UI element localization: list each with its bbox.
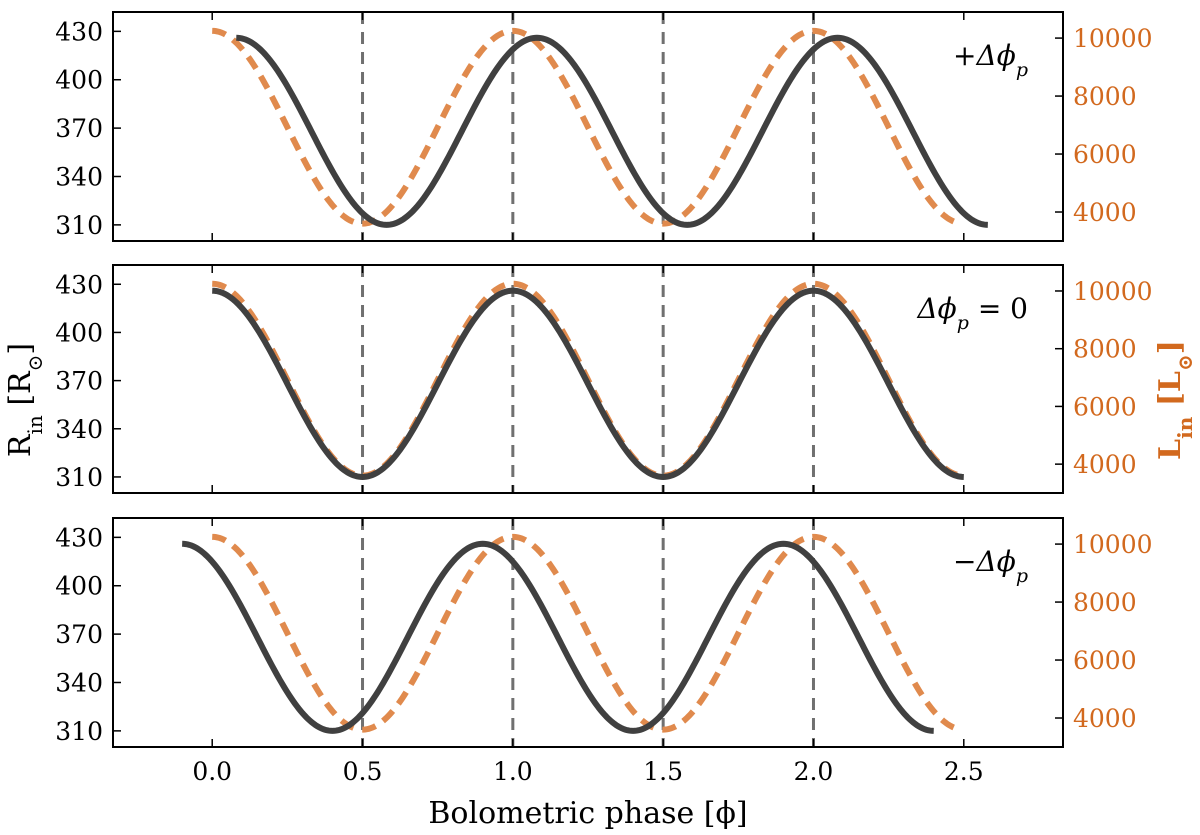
y-tick-label-right: 4000 [1073, 198, 1137, 227]
y-tick-label-left: 310 [55, 211, 103, 240]
y-tick-label-left: 430 [55, 17, 103, 46]
panel-annotation: −Δϕp [953, 545, 1028, 587]
y-tick-label-right: 6000 [1073, 392, 1137, 421]
y-tick-label-right: 8000 [1073, 335, 1137, 364]
y-tick-label-right: 10000 [1073, 530, 1153, 559]
x-tick-label: 1.0 [493, 757, 533, 786]
y-tick-label-left: 340 [55, 668, 103, 697]
y-tick-label-right: 4000 [1073, 450, 1137, 479]
y-tick-label-left: 400 [55, 66, 103, 95]
y-tick-label-right: 10000 [1073, 277, 1153, 306]
y-tick-label-left: 370 [55, 367, 103, 396]
x-tick-label: 2.5 [944, 757, 984, 786]
y-tick-label-left: 400 [55, 318, 103, 347]
panel-frame [112, 264, 1064, 494]
y-tick-label-left: 340 [55, 162, 103, 191]
panel-1: 310 340 370 400 430 4000 6000 8000 10000 +Δϕp [55, 11, 1153, 242]
y-tick-label-right: 4000 [1073, 704, 1137, 733]
panel-frame [112, 11, 1064, 242]
y-tick-label-left: 370 [55, 114, 103, 143]
y-tick-label-right: 8000 [1073, 588, 1137, 617]
y-tick-label-right: 6000 [1073, 646, 1137, 675]
radius-series-line [236, 34, 988, 228]
y-tick-label-left: 430 [55, 270, 103, 299]
radius-series-line [182, 540, 934, 734]
panel-3: 310 340 370 400 430 4000 6000 8000 10000 0.0 0.5 1.… [55, 517, 1153, 786]
x-tick-label: 0.0 [192, 757, 232, 786]
y-tick-label-right: 10000 [1073, 24, 1153, 53]
x-tick-label: 0.5 [343, 757, 383, 786]
radius-series-line [212, 287, 964, 480]
y-tick-label-left: 310 [55, 717, 103, 746]
y-tick-label-left: 310 [55, 463, 103, 492]
y-axis-title-left: Rin [R⊙] [3, 343, 47, 457]
panels: 31034037040043040006000800010000+Δϕp3103… [55, 11, 1153, 786]
luminosity-series-line [212, 27, 959, 227]
panel-annotation-main: +Δϕ [953, 39, 1016, 72]
panel-annotation: Δϕp = 0 [916, 292, 1028, 334]
x-tick-label: 1.5 [643, 757, 683, 786]
panel-2: 310 340 370 400 430 4000 6000 8000 10000 Δϕp = 0 [55, 264, 1153, 494]
luminosity-series-line [212, 533, 959, 733]
panel-annotation-sub: p [957, 312, 969, 334]
y-tick-label-left: 400 [55, 572, 103, 601]
panel-annotation-main: −Δϕ [953, 545, 1016, 578]
panel-annotation: +Δϕp [953, 39, 1028, 81]
panel-annotation-sub: p [1016, 59, 1028, 81]
panel-annotation-suffix: = 0 [969, 292, 1028, 325]
y-tick-label-right: 8000 [1073, 82, 1137, 111]
panel-annotation-main: Δϕ [916, 292, 956, 325]
y-tick-label-right: 6000 [1073, 140, 1137, 169]
y-axis-title-right: Lin [L⊙] [1153, 340, 1197, 460]
y-tick-label-left: 430 [55, 523, 103, 552]
panel-frame [112, 517, 1064, 748]
panel-annotation-sub: p [1016, 565, 1028, 587]
x-tick-label: 2.0 [794, 757, 834, 786]
y-tick-label-left: 370 [55, 620, 103, 649]
x-axis-title: Bolometric phase [ϕ] [428, 796, 747, 831]
y-tick-label-left: 340 [55, 415, 103, 444]
